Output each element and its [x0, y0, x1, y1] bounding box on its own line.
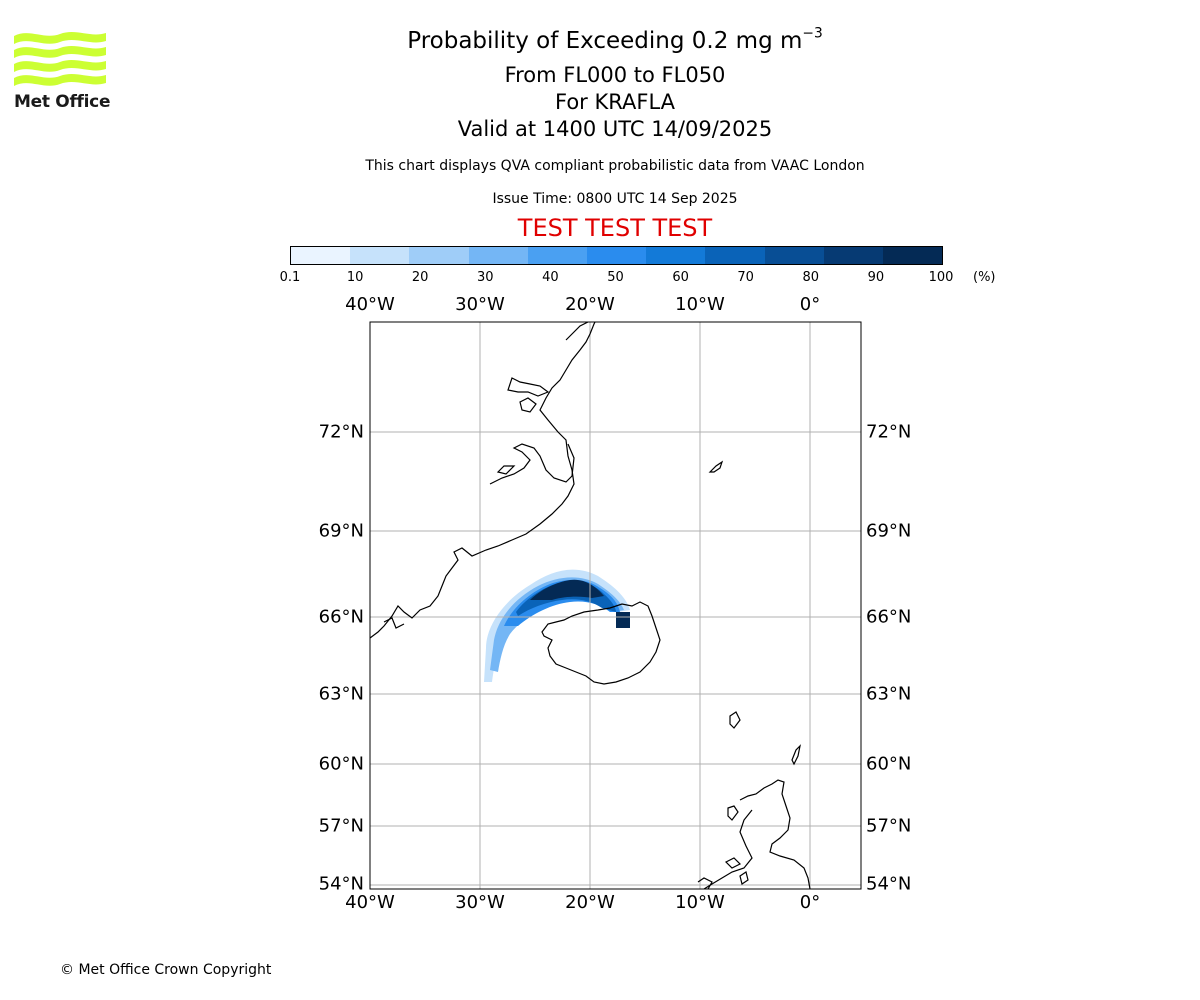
- colorbar-segment: [291, 247, 351, 264]
- valid-time: Valid at 1400 UTC 14/09/2025: [457, 117, 773, 141]
- map-frame: [369, 321, 862, 890]
- iceland-coast: [541, 601, 661, 685]
- bottom-lon-label: 20°W: [565, 892, 615, 913]
- colorbar-tick-label: 50: [607, 270, 624, 285]
- colorbar-segment: [705, 247, 765, 264]
- chart-description: This chart displays QVA compliant probab…: [365, 158, 865, 174]
- left-lat-label: 60°N: [318, 753, 364, 775]
- colorbar: [290, 246, 943, 265]
- top-lon-label: 30°W: [455, 294, 505, 315]
- colorbar-segment: [468, 247, 528, 264]
- colorbar-tick-label: 0.1: [279, 270, 301, 285]
- greenland-coast: [370, 322, 596, 639]
- right-lat-label: 60°N: [866, 753, 912, 775]
- colorbar-tick-label: 90: [867, 270, 885, 285]
- top-lon-label: 0°: [799, 294, 821, 315]
- colorbar-segment: [586, 247, 647, 264]
- left-lat-label: 72°N: [318, 421, 364, 443]
- shetland-coast: [791, 744, 801, 766]
- colorbar-tick-label: 30: [477, 270, 494, 285]
- right-lat-label: 54°N: [866, 873, 912, 895]
- top-lon-label: 40°W: [345, 294, 395, 315]
- left-lat-label: 57°N: [318, 815, 364, 837]
- right-lat-label: 57°N: [866, 815, 912, 837]
- bottom-lon-label: 30°W: [455, 892, 505, 913]
- met-office-waves-icon: [14, 32, 106, 86]
- colorbar-segment: [646, 247, 706, 264]
- top-lon-label: 10°W: [675, 294, 725, 315]
- logo-text: Met Office: [14, 92, 111, 112]
- copyright: © Met Office Crown Copyright: [60, 962, 272, 978]
- colorbar-tick-label: 70: [737, 270, 754, 285]
- colorbar-segment: [527, 247, 587, 264]
- right-lat-label: 66°N: [866, 606, 912, 628]
- colorbar-segment: [882, 247, 943, 264]
- test-banner: TEST TEST TEST: [517, 214, 713, 242]
- colorbar-segment: [350, 247, 410, 264]
- left-lat-label: 69°N: [318, 520, 364, 542]
- colorbar-tick-label: 10: [346, 270, 364, 285]
- bottom-lon-label: 10°W: [675, 892, 725, 913]
- right-lat-label: 72°N: [866, 421, 912, 443]
- colorbar-tick-label: 60: [672, 270, 689, 285]
- issue-time: Issue Time: 0800 UTC 14 Sep 2025: [492, 191, 738, 207]
- graticule: [370, 322, 861, 889]
- right-lat-label: 69°N: [866, 520, 912, 542]
- met-office-logo: Met Office: [14, 30, 114, 115]
- colorbar-segment: [764, 247, 824, 264]
- colorbar-tick-label: 100: [928, 270, 954, 285]
- flight-level-range: From FL000 to FL050: [504, 63, 726, 87]
- colorbar-tick-label: 40: [542, 270, 559, 285]
- colorbar-segment: [823, 247, 883, 264]
- faroe-coast: [729, 711, 741, 729]
- coastlines: [370, 322, 811, 889]
- jan-mayen-coast: [708, 460, 724, 473]
- bottom-lon-label: 0°: [799, 892, 821, 913]
- left-lat-label: 54°N: [318, 873, 364, 895]
- colorbar-segment: [409, 247, 469, 264]
- right-lat-label: 63°N: [866, 683, 912, 705]
- chart-title: Probability of Exceeding 0.2 mg m−3: [407, 25, 823, 54]
- colorbar-tick-label: 80: [802, 270, 820, 285]
- colorbar-unit: (%): [973, 270, 996, 285]
- scotland-coast: [739, 779, 811, 889]
- bottom-lon-label: 40°W: [345, 892, 395, 913]
- left-lat-label: 66°N: [318, 606, 364, 628]
- probability-field: [484, 569, 630, 682]
- left-lat-label: 63°N: [318, 683, 364, 705]
- volcano-name: For KRAFLA: [555, 90, 675, 114]
- top-lon-label: 20°W: [565, 294, 615, 315]
- colorbar-tick-label: 20: [411, 270, 429, 285]
